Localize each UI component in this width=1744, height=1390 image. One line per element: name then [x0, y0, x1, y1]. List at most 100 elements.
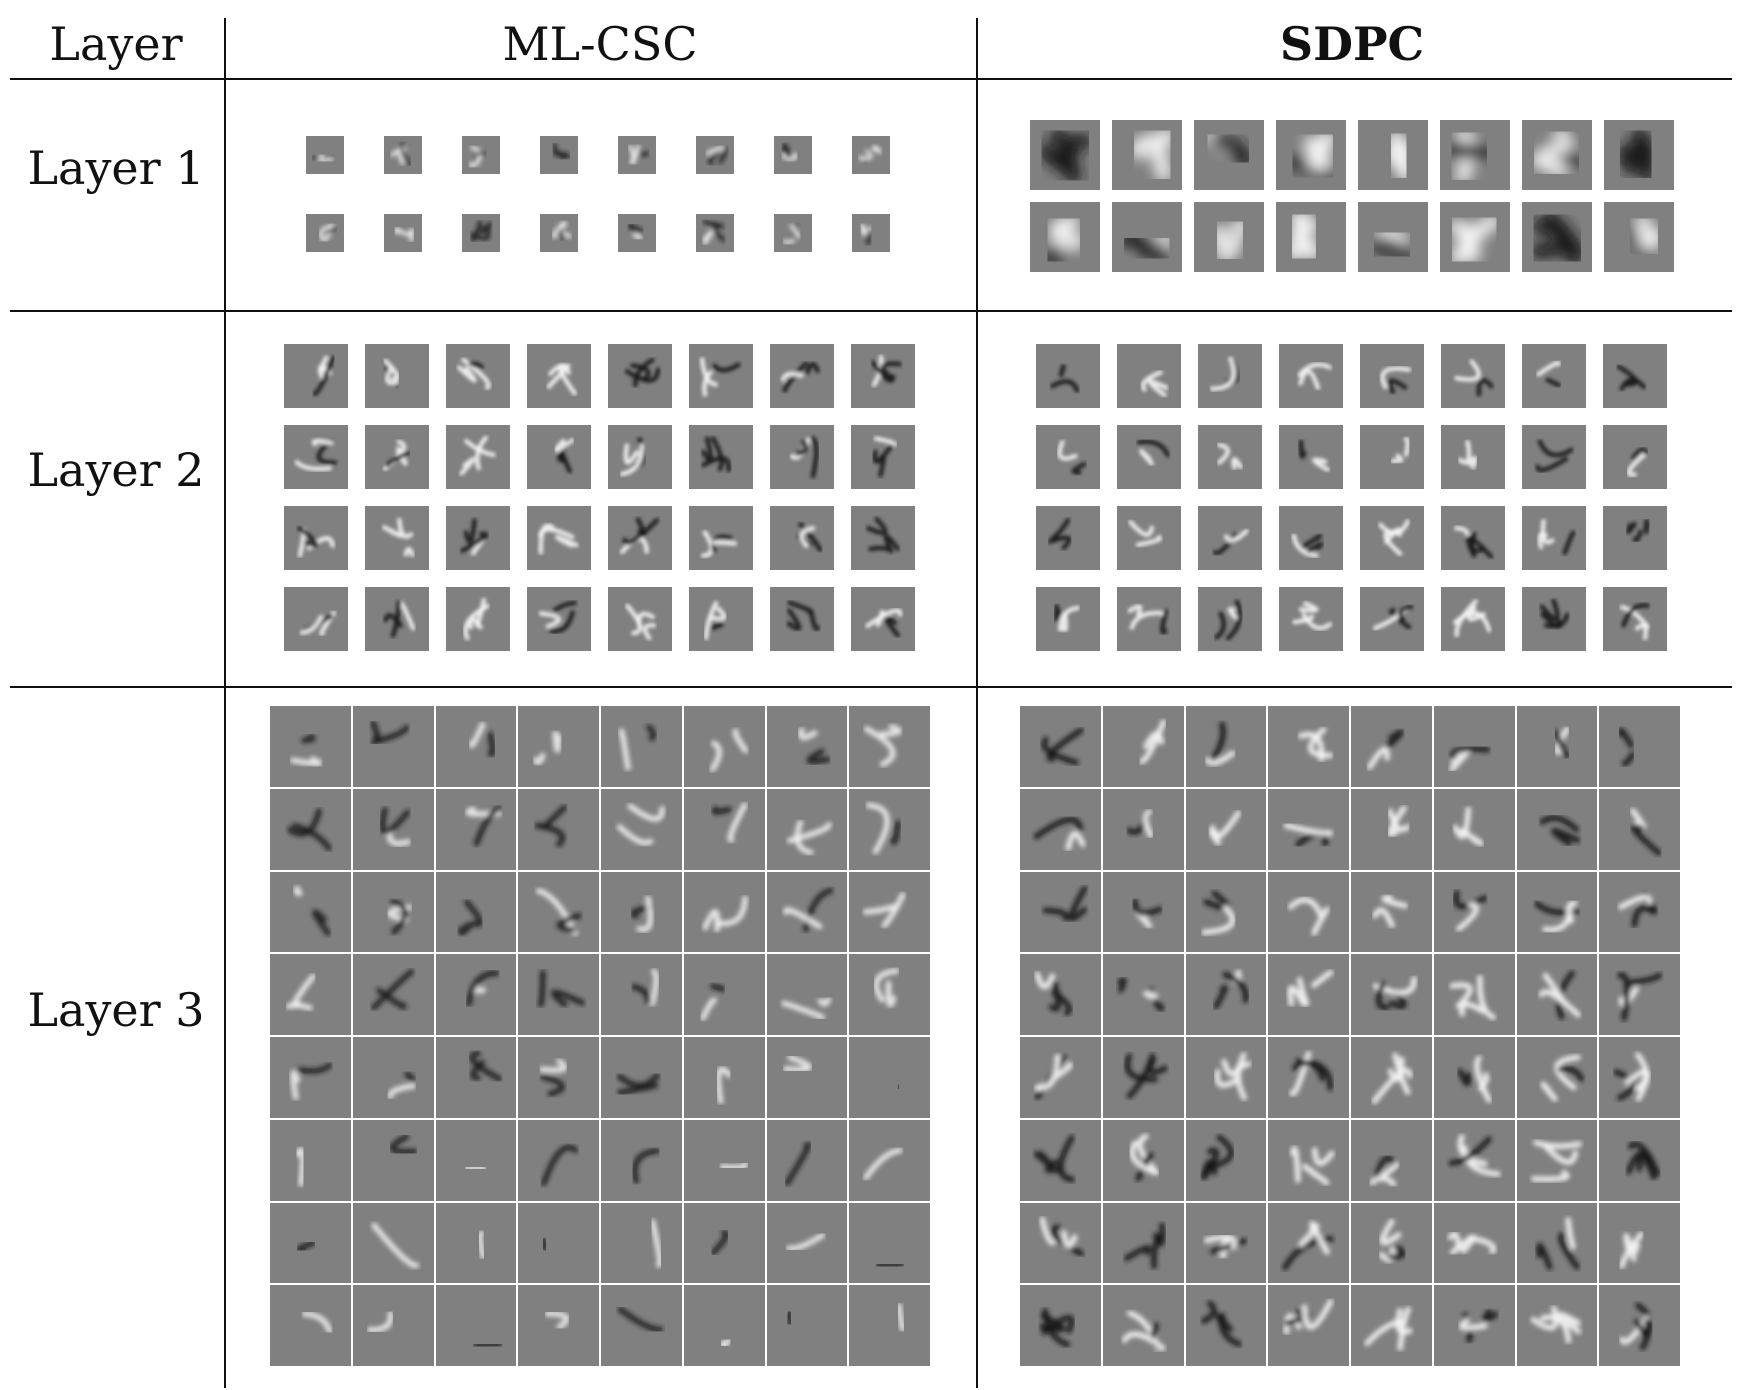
layer3-ml-csc-filter: [683, 1037, 765, 1118]
layer3-ml-csc-filter: [435, 1037, 517, 1118]
layer3-sdpc-filter: [1599, 1119, 1680, 1201]
layer2-sdpc-filter: [1117, 425, 1181, 489]
layer2-ml-csc-filter: [284, 506, 348, 570]
layer2-ml-csc-filter: [527, 344, 591, 408]
layer2-ml-csc-filter: [770, 587, 834, 651]
layer1-ml-csc-filter: [618, 214, 656, 252]
layer3-ml-csc-filter: [849, 1119, 930, 1201]
layer3-sdpc-filter: [1351, 706, 1432, 787]
layer1-sdpc-filter: [1276, 202, 1346, 272]
layer3-sdpc-filter: [1599, 871, 1680, 953]
layer2-sdpc-filter: [1036, 506, 1100, 570]
layer1-ml-csc-filter: [774, 214, 812, 252]
layer2-ml-csc-filter: [446, 344, 510, 408]
layer2-ml-csc-filter: [527, 425, 591, 489]
layer3-ml-csc-filter: [435, 788, 517, 870]
layer1-ml-csc-filter: [696, 214, 734, 252]
layer2-sdpc-filter: [1279, 425, 1343, 489]
header-ml-csc: ML-CSC: [502, 17, 698, 71]
layer1-ml-csc-filter: [306, 136, 344, 174]
layer3-sdpc-filter: [1351, 871, 1432, 953]
layer3-ml-csc-filter: [849, 706, 930, 787]
layer3-ml-csc-filter: [683, 788, 765, 870]
layer1-sdpc-filter: [1358, 120, 1428, 190]
layer3-sdpc-filter: [1268, 788, 1349, 870]
layer2-sdpc-filter: [1522, 344, 1586, 408]
layer1-sdpc-filter: [1522, 120, 1592, 190]
layer3-sdpc-filter: [1599, 1202, 1680, 1284]
layer2-sdpc-filter: [1441, 425, 1505, 489]
layer3-ml-csc-filter: [601, 1119, 682, 1201]
layer2-sdpc-filter: [1198, 506, 1262, 570]
layer2-sdpc-filter: [1036, 425, 1100, 489]
layer1-sdpc-filter: [1112, 120, 1182, 190]
layer3-sdpc-filter: [1516, 1285, 1598, 1366]
layer3-ml-csc-filter: [766, 706, 848, 787]
layer2-sdpc-filter: [1441, 587, 1505, 651]
layer1-ml-csc-filter: [462, 214, 500, 252]
layer3-ml-csc-filter: [766, 788, 848, 870]
layer2-ml-csc-filter: [365, 587, 429, 651]
layer3-ml-csc-filter: [849, 871, 930, 953]
layer3-sdpc-filter: [1599, 954, 1680, 1035]
layer3-ml-csc-filter: [435, 1285, 517, 1366]
row1-rule: [10, 310, 1732, 312]
layer2-ml-csc-filter: [770, 344, 834, 408]
layer3-ml-csc-filter: [435, 1202, 517, 1284]
layer2-sdpc-filter: [1522, 506, 1586, 570]
layer3-sdpc-filter: [1516, 788, 1598, 870]
layer3-sdpc-filter: [1433, 706, 1515, 787]
layer3-ml-csc-filter: [270, 1037, 351, 1118]
header-sdpc: SDPC: [1279, 17, 1425, 71]
layer2-ml-csc-filter: [527, 506, 591, 570]
layer3-sdpc-filter: [1102, 1285, 1184, 1366]
layer3-ml-csc-filter: [435, 871, 517, 953]
layer3-ml-csc-filter: [435, 1119, 517, 1201]
layer3-sdpc-filter: [1102, 706, 1184, 787]
layer3-ml-csc-filter: [352, 706, 434, 787]
layer3-sdpc-filter: [1102, 1202, 1184, 1284]
layer1-ml-csc-filter: [462, 136, 500, 174]
layer2-ml-csc-filter: [689, 587, 753, 651]
layer3-sdpc-filter: [1185, 706, 1267, 787]
layer1-ml-csc-filter: [696, 136, 734, 174]
layer3-sdpc-filter: [1185, 1037, 1267, 1118]
layer2-ml-csc-filter: [608, 587, 672, 651]
layer2-ml-csc-filter: [689, 506, 753, 570]
layer3-ml-csc-filter: [601, 1037, 682, 1118]
layer3-ml-csc-filter: [766, 1119, 848, 1201]
layer1-sdpc-filter: [1276, 120, 1346, 190]
layer3-sdpc-filter: [1516, 1202, 1598, 1284]
layer3-ml-csc-filter: [601, 706, 682, 787]
layer3-sdpc-filter: [1433, 1119, 1515, 1201]
layer3-sdpc-filter: [1185, 871, 1267, 953]
layer2-sdpc-filter: [1198, 587, 1262, 651]
layer1-sdpc-filter: [1194, 120, 1264, 190]
layer2-sdpc-filter: [1198, 344, 1262, 408]
layer3-ml-csc-filter: [849, 1202, 930, 1284]
layer3-sdpc-filter: [1268, 1202, 1349, 1284]
layer1-sdpc-filter: [1194, 202, 1264, 272]
layer2-sdpc-filter: [1441, 344, 1505, 408]
layer3-sdpc-filter: [1020, 788, 1101, 870]
layer2-sdpc-filter: [1360, 506, 1424, 570]
layer2-sdpc-filter: [1117, 344, 1181, 408]
layer2-ml-csc-filter: [608, 344, 672, 408]
layer1-ml-csc-filter: [618, 136, 656, 174]
layer2-ml-csc-filter: [770, 506, 834, 570]
layer2-sdpc-filter: [1198, 425, 1262, 489]
layer3-ml-csc-filter: [766, 1037, 848, 1118]
row2-rule: [10, 686, 1732, 688]
col2-divider: [976, 18, 978, 1388]
layer3-sdpc-filter: [1102, 1037, 1184, 1118]
layer1-sdpc-filter: [1358, 202, 1428, 272]
layer2-sdpc-filter: [1036, 587, 1100, 651]
layer1-ml-csc-filter: [774, 136, 812, 174]
layer3-sdpc-filter: [1516, 706, 1598, 787]
layer3-ml-csc-filter: [435, 954, 517, 1035]
layer3-ml-csc-filter: [352, 1119, 434, 1201]
layer1-ml-csc-filter: [540, 136, 578, 174]
layer3-ml-csc-filter: [270, 1119, 351, 1201]
layer1-ml-csc-filter: [306, 214, 344, 252]
